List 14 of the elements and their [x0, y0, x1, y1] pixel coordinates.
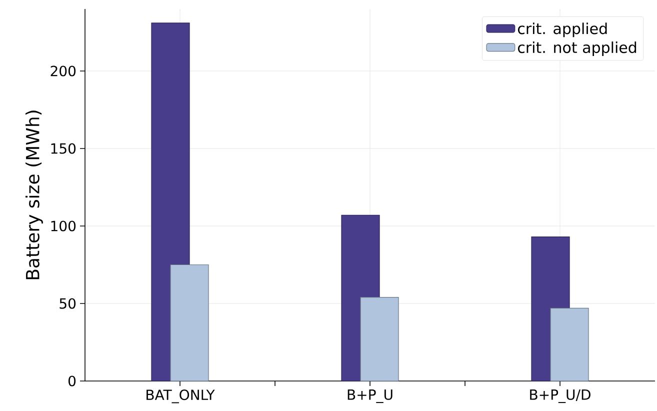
- bar: [550, 308, 589, 382]
- y-tick-label: 200: [50, 66, 76, 76]
- x-tick-label: B+P_U: [348, 390, 392, 404]
- legend-label: crit. applied: [518, 22, 607, 38]
- x-tick-label: B+P_U/D: [530, 390, 590, 404]
- y-tick-label: 0: [68, 376, 76, 386]
- y-tick-label: 100: [51, 220, 76, 232]
- bar: [170, 264, 209, 382]
- legend-label: crit. not applied: [518, 42, 636, 56]
- y-tick-label: 150: [51, 143, 76, 154]
- bar: [360, 297, 399, 382]
- y-axis-title: Battery size (MWh): [26, 110, 43, 280]
- y-tick-label: 50: [60, 298, 76, 309]
- x-tick-label: BAT_ONLY: [146, 390, 215, 404]
